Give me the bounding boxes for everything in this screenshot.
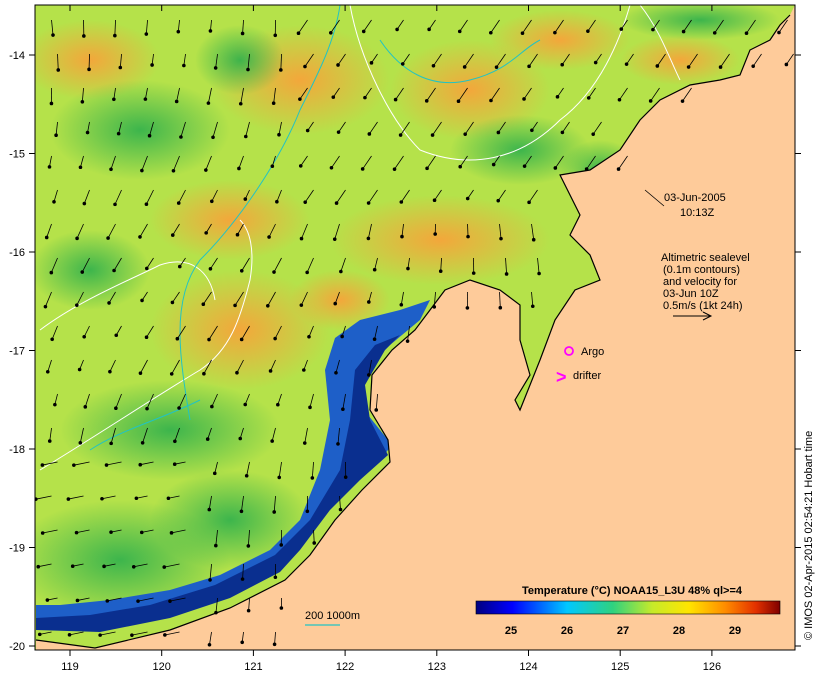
- y-axis: -14 -15 -16 -17 -18 -19 -20: [9, 50, 801, 653]
- map-time: 10:13Z: [680, 207, 715, 219]
- y-tick-label: -20: [9, 641, 25, 653]
- x-tick-label: 126: [703, 661, 721, 673]
- legend-line-1: Altimetric sealevel: [661, 252, 750, 264]
- legend-line-4: 03-Jun 10Z: [663, 288, 719, 300]
- cold-shelf-water: [36, 300, 430, 628]
- y-tick-label: -17: [9, 346, 25, 358]
- colorbar: Temperature (°C) NOAA15_L3U 48% ql>=4 25…: [475, 585, 781, 637]
- legend-line-5: 0.5m/s (1kt 24h): [663, 300, 742, 312]
- y-tick-label: -16: [9, 247, 25, 259]
- colorbar-tick-label: 25: [505, 625, 517, 637]
- drifter-label: drifter: [573, 370, 601, 382]
- map-frame: [34, 4, 796, 651]
- x-tick-label: 125: [611, 661, 629, 673]
- argo-label: Argo: [581, 346, 604, 358]
- time-pointer: [644, 189, 665, 207]
- x-tick-label: 119: [61, 661, 79, 673]
- scale-arrow: [673, 311, 713, 321]
- y-tick-label: -15: [9, 149, 25, 161]
- x-tick-label: 122: [336, 661, 354, 673]
- argo-marker: [564, 346, 574, 356]
- y-tick-label: -14: [9, 50, 25, 62]
- legend-line-2: (0.1m contours): [663, 264, 740, 276]
- depth-contours: [89, 5, 541, 451]
- colorbar-tick-label: 29: [729, 625, 741, 637]
- land: [36, 5, 795, 650]
- y-tick-label: -19: [9, 543, 25, 555]
- depth-legend-label: 200 1000m: [305, 610, 360, 622]
- x-tick-label: 120: [153, 661, 171, 673]
- x-tick-label: 121: [244, 661, 262, 673]
- map-date: 03-Jun-2005: [664, 192, 726, 204]
- colorbar-tick-label: 27: [617, 625, 629, 637]
- velocity-arrows: [35, 19, 794, 647]
- credit-text: © IMOS 02-Apr-2015 02:54:21 Hobart time: [803, 431, 815, 640]
- colorbar-tick-label: 26: [561, 625, 573, 637]
- coastline: [35, 14, 791, 649]
- x-tick-label: 123: [428, 661, 446, 673]
- x-tick-label: 124: [519, 661, 537, 673]
- legend-line-3: and velocity for: [663, 276, 737, 288]
- cold-shelf-core: [36, 335, 400, 632]
- colorbar-tick-label: 28: [673, 625, 685, 637]
- sealevel-contours: [39, 5, 681, 471]
- colorbar-title: Temperature (°C) NOAA15_L3U 48% ql>=4: [522, 585, 743, 597]
- x-axis: 119 120 121 122 123 124 125 126: [61, 5, 721, 673]
- drifter-marker: >: [556, 367, 567, 387]
- y-tick-label: -18: [9, 444, 25, 456]
